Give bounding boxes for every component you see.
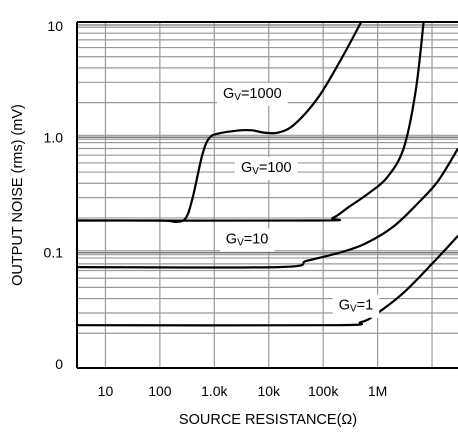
series-label-bg [219, 228, 275, 252]
y-axis-label: OUTPUT NOISE (rms) (mV) [10, 104, 26, 286]
series-label: GV=100 [241, 160, 292, 177]
x-tick-label: 100k [308, 383, 339, 399]
y-tick-label: 0.1 [44, 245, 64, 261]
series-label-bg [332, 294, 380, 318]
series-line [76, 21, 363, 224]
y-tick-labels: 0 0.1 1.0 10 [44, 18, 64, 372]
x-tick-label: 1.0k [201, 383, 228, 399]
grid [77, 22, 458, 368]
y-tick-label: 0 [55, 356, 63, 372]
series-label-bg [234, 157, 298, 181]
series-label: GV=1000 [223, 86, 282, 103]
series-lines [76, 21, 458, 327]
x-tick-labels: 10 100 1.0k 10k 100k 1M [98, 383, 388, 399]
x-tick-label: 1M [368, 383, 387, 399]
series-labels: GV=1000 GV=100 GV=10 GV=1 [217, 82, 380, 318]
series-line [76, 147, 458, 269]
series-line [76, 235, 458, 327]
y-tick-label: 10 [47, 18, 63, 34]
series-label: GV=1 [339, 298, 374, 315]
x-axis-label: SOURCE RESISTANCE(Ω) [179, 412, 357, 428]
x-tick-label: 10k [257, 383, 281, 399]
plot-frame [76, 21, 458, 369]
series-line [76, 21, 425, 222]
x-tick-label: 100 [148, 383, 172, 399]
y-tick-label: 1.0 [44, 129, 64, 145]
x-tick-label: 10 [98, 383, 114, 399]
series-label-bg [217, 82, 288, 106]
series-label: GV=10 [226, 232, 269, 249]
